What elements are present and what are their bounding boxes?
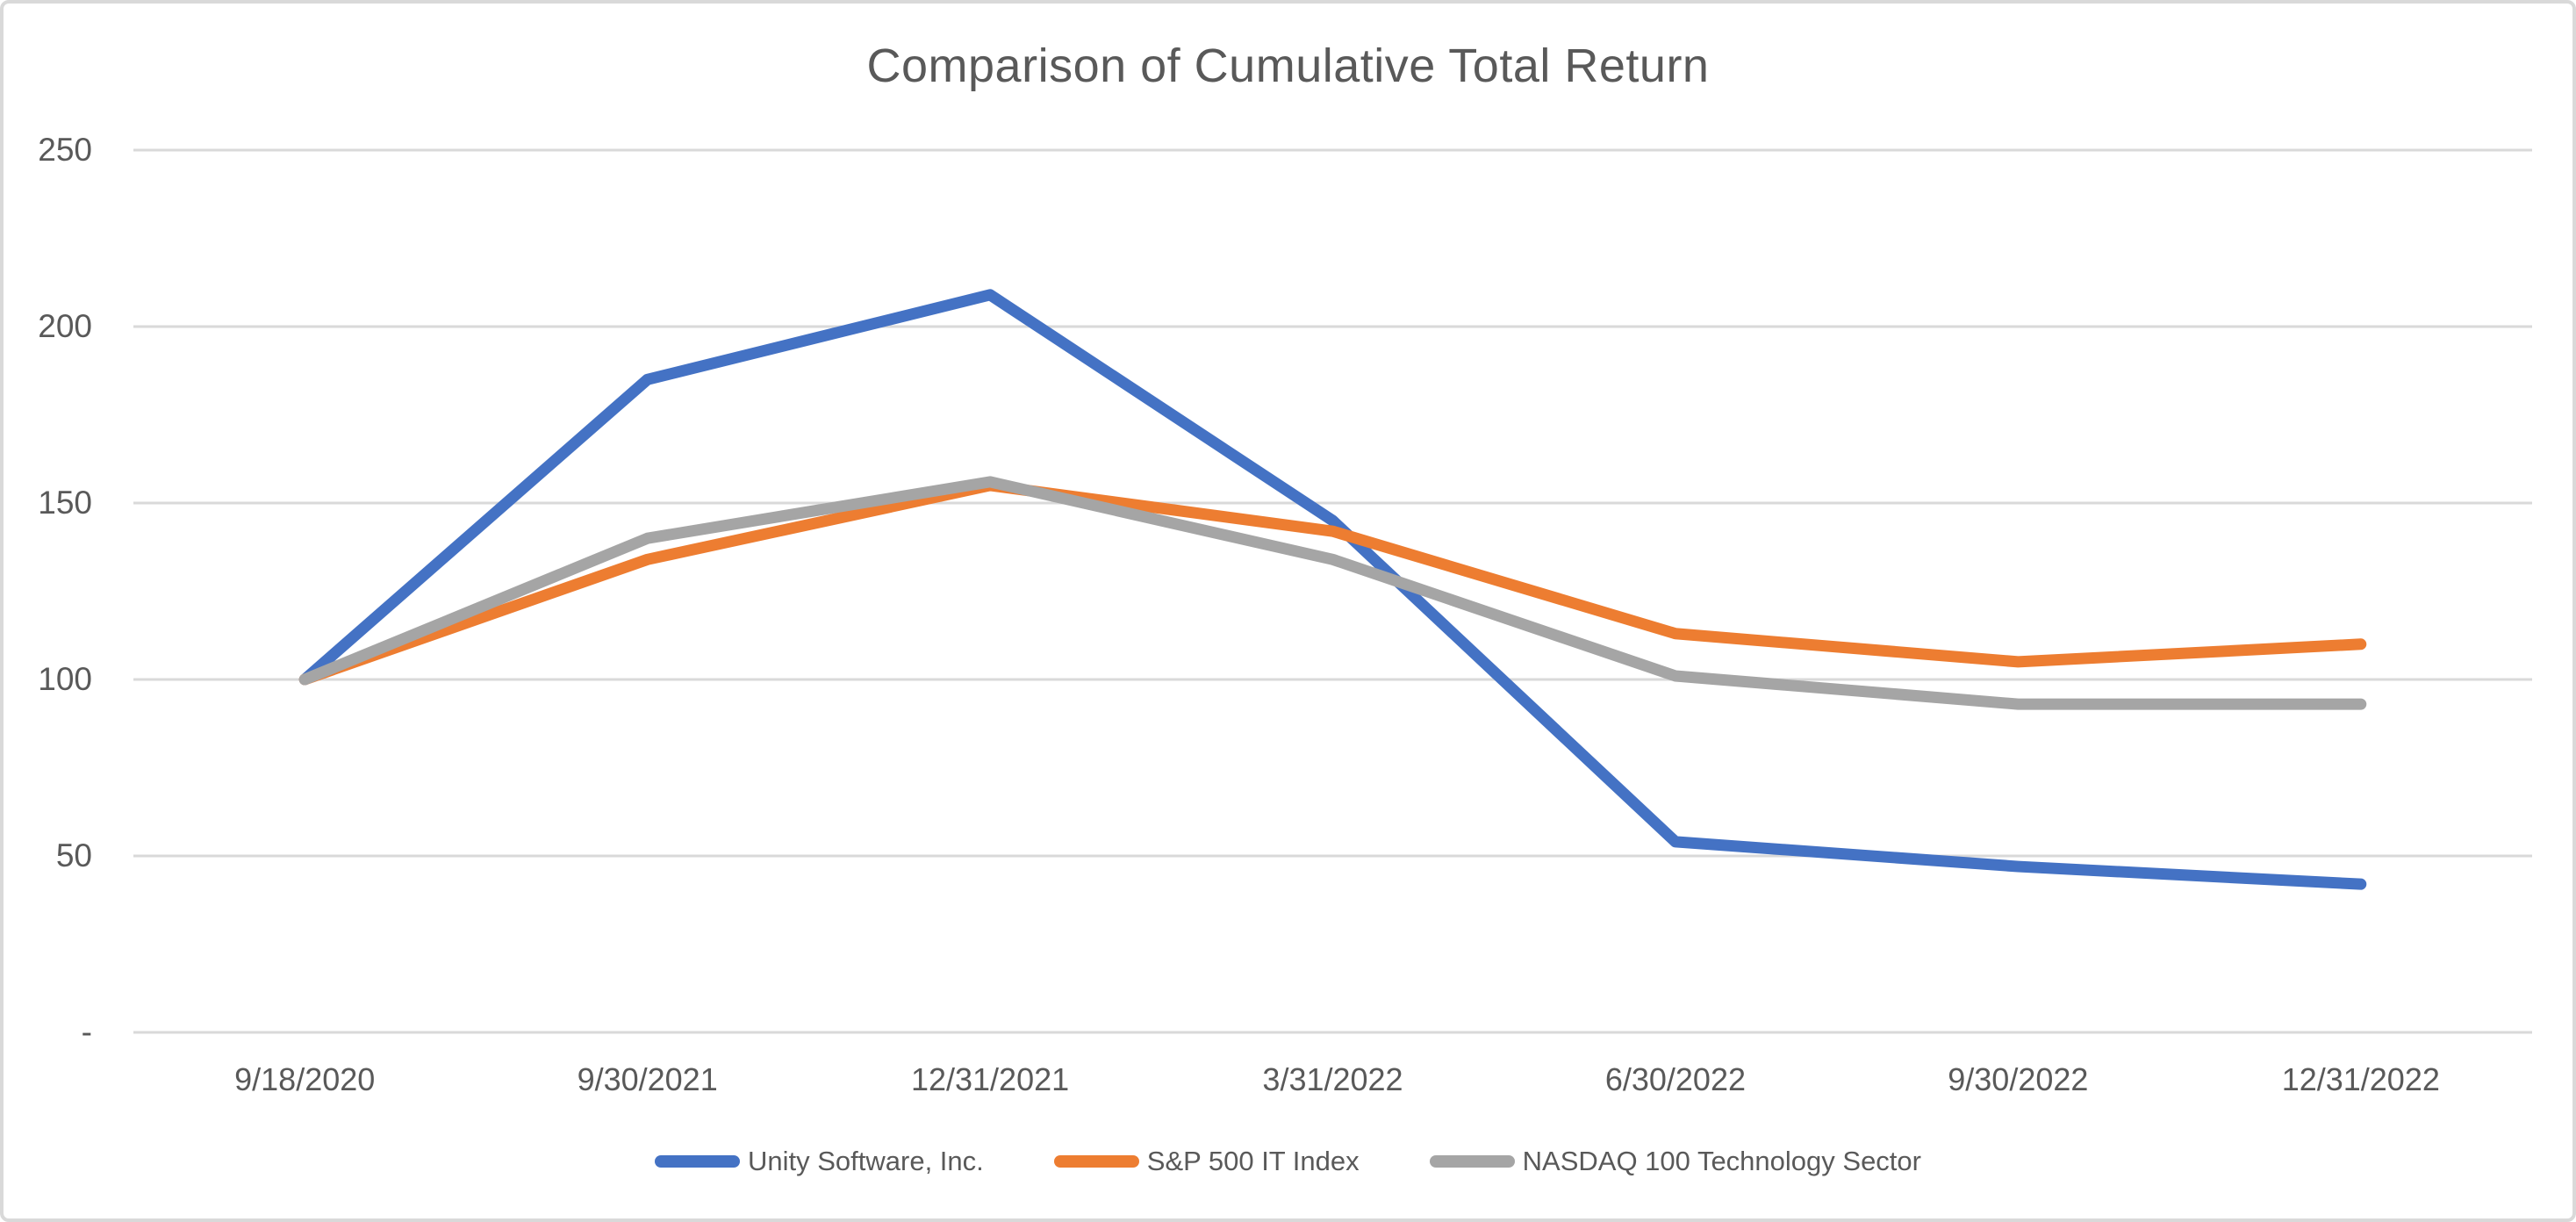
legend-line-marker-icon <box>1053 1155 1139 1168</box>
series-line-0 <box>298 289 2367 890</box>
legend-line-marker-icon <box>655 1155 740 1168</box>
legend-label: NASDAQ 100 Technology Sector <box>1522 1146 1921 1176</box>
legend: Unity Software, Inc. S&P 500 IT Index NASD… <box>0 1146 2576 1177</box>
series-line-2 <box>298 476 2367 710</box>
x-axis-tick-label: 12/31/2022 <box>2281 1061 2440 1097</box>
x-axis-tick-label: 9/30/2021 <box>577 1061 718 1097</box>
legend-label: Unity Software, Inc. <box>748 1146 984 1176</box>
legend-item-1: S&P 500 IT Index <box>1053 1146 1360 1177</box>
x-axis-tick-label: 3/31/2022 <box>1262 1061 1403 1097</box>
legend-item-2: NASDAQ 100 Technology Sector <box>1429 1146 1921 1177</box>
y-axis-tick-label: 50 <box>55 837 92 873</box>
y-axis-tick-label: 150 <box>38 485 92 521</box>
x-axis-tick-label: 9/18/2020 <box>234 1061 376 1097</box>
y-axis-tick-label: - <box>81 1014 92 1050</box>
chart-title: Comparison of Cumulative Total Return <box>866 40 1710 92</box>
legend-label: S&P 500 IT Index <box>1146 1146 1360 1176</box>
legend-line-marker-icon <box>1429 1155 1515 1168</box>
x-axis-tick-label: 9/30/2022 <box>1948 1061 2089 1097</box>
y-axis-tick-label: 200 <box>38 308 92 344</box>
y-axis-tick-label: 250 <box>38 132 92 168</box>
legend-item-0: Unity Software, Inc. <box>655 1146 984 1177</box>
x-axis-tick-label: 6/30/2022 <box>1604 1061 1746 1097</box>
y-axis-tick-label: 100 <box>38 661 92 697</box>
x-axis-tick-label: 12/31/2021 <box>910 1061 1070 1097</box>
series-line-1 <box>298 479 2367 686</box>
